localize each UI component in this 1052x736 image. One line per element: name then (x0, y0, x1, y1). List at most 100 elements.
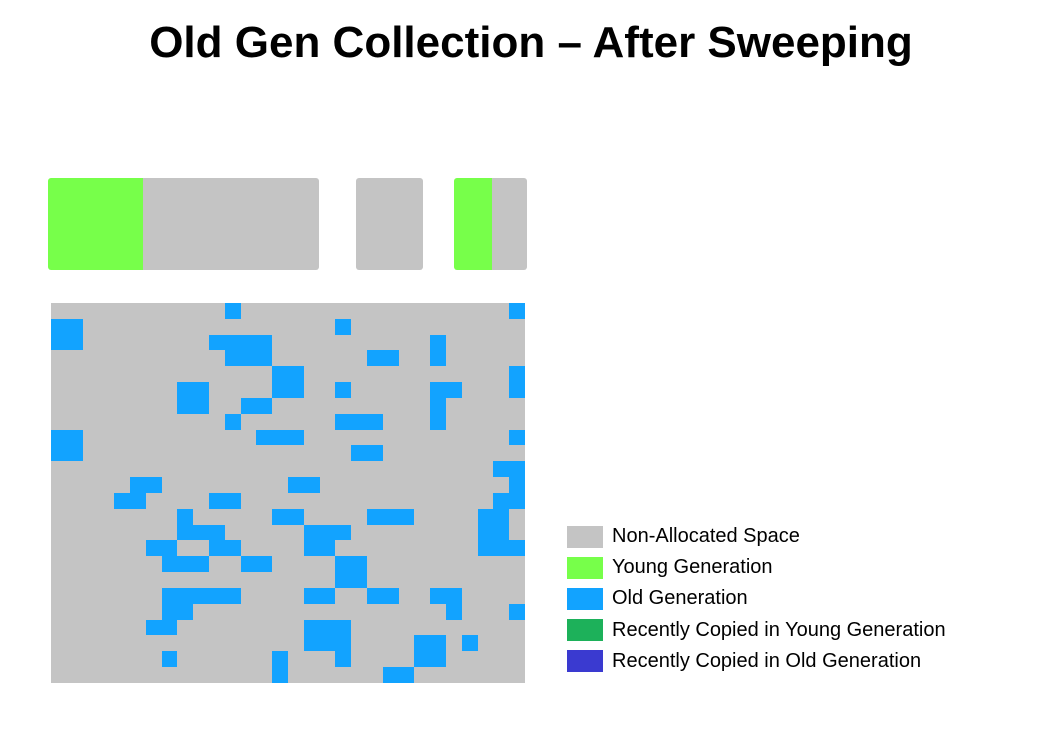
free-cell (477, 413, 494, 430)
old-gen-object-cell (256, 334, 273, 351)
legend-label: Recently Copied in Old Generation (612, 649, 922, 672)
old-gen-object-cell (398, 508, 415, 525)
free-cell (209, 651, 225, 668)
free-cell (493, 635, 510, 652)
free-cell (398, 382, 415, 398)
old-gen-object-cell (430, 397, 446, 414)
old-gen-object-cell (161, 619, 178, 636)
free-cell (477, 445, 494, 462)
legend-swatch (567, 525, 603, 548)
free-cell (114, 397, 130, 414)
free-cell (493, 366, 510, 383)
free-cell (319, 350, 336, 367)
free-cell (145, 572, 162, 588)
free-cell (145, 413, 162, 430)
free-cell (240, 635, 257, 652)
old-gen-object-cell (51, 445, 67, 462)
free-cell (319, 366, 336, 383)
free-cell (98, 477, 115, 493)
free-cell (240, 587, 257, 604)
free-cell (477, 492, 494, 509)
legend-item-non-allocated: Non-Allocated Space (567, 521, 946, 552)
free-cell (98, 587, 115, 604)
free-cell (145, 318, 162, 335)
free-cell (240, 508, 257, 525)
free-cell (256, 508, 273, 525)
free-cell (130, 429, 146, 446)
free-cell (398, 397, 415, 414)
free-cell (130, 318, 146, 335)
free-cell (367, 556, 383, 573)
free-cell (509, 651, 525, 668)
free-cell (130, 619, 146, 636)
free-cell (177, 540, 194, 557)
free-cell (145, 382, 162, 398)
free-cell (477, 461, 494, 478)
free-cell (319, 508, 336, 525)
free-cell (98, 524, 115, 541)
free-cell (414, 413, 431, 430)
free-cell (493, 334, 510, 351)
free-cell (367, 461, 383, 478)
old-gen-object-cell (509, 492, 525, 509)
free-cell (161, 508, 178, 525)
free-cell (398, 445, 415, 462)
free-cell (161, 413, 178, 430)
old-gen-object-cell (367, 350, 383, 367)
free-cell (319, 651, 336, 668)
free-cell (509, 667, 525, 683)
old-gen-object-cell (430, 382, 446, 398)
free-cell (398, 334, 415, 351)
free-cell (272, 556, 288, 573)
free-cell (382, 334, 399, 351)
free-cell (335, 366, 352, 383)
old-gen-object-cell (303, 587, 320, 604)
free-cell (82, 366, 99, 383)
free-cell (319, 477, 336, 493)
free-cell (82, 619, 99, 636)
free-cell (177, 651, 194, 668)
old-gen-object-cell (493, 461, 510, 478)
old-gen-object-cell (224, 350, 241, 367)
eden-space (48, 178, 319, 270)
free-cell (303, 461, 320, 478)
free-cell (367, 477, 383, 493)
free-cell (193, 350, 209, 367)
free-cell (382, 492, 399, 509)
free-cell (272, 334, 288, 351)
free-cell (446, 540, 462, 557)
free-cell (288, 413, 304, 430)
free-cell (209, 366, 225, 383)
free-cell (288, 492, 304, 509)
free-cell (82, 603, 99, 620)
free-cell (66, 413, 83, 430)
free-cell (351, 492, 367, 509)
free-cell (351, 366, 367, 383)
free-cell (130, 445, 146, 462)
free-cell (319, 445, 336, 462)
legend-item-recent-young: Recently Copied in Young Generation (567, 615, 946, 646)
free-cell (303, 603, 320, 620)
free-cell (177, 635, 194, 652)
free-cell (303, 350, 320, 367)
free-cell (224, 382, 241, 398)
old-gen-object-cell (272, 429, 288, 446)
old-gen-object-cell (509, 603, 525, 620)
free-cell (51, 492, 67, 509)
free-cell (414, 350, 431, 367)
old-gen-object-cell (177, 382, 194, 398)
free-cell (446, 524, 462, 541)
free-cell (461, 651, 478, 668)
free-cell (193, 667, 209, 683)
free-cell (382, 635, 399, 652)
free-cell (130, 334, 146, 351)
old-gen-object-cell (319, 524, 336, 541)
free-cell (414, 587, 431, 604)
free-cell (209, 619, 225, 636)
free-cell (193, 603, 209, 620)
free-cell (114, 572, 130, 588)
free-cell (114, 413, 130, 430)
free-cell (477, 651, 494, 668)
free-cell (256, 587, 273, 604)
free-cell (161, 667, 178, 683)
